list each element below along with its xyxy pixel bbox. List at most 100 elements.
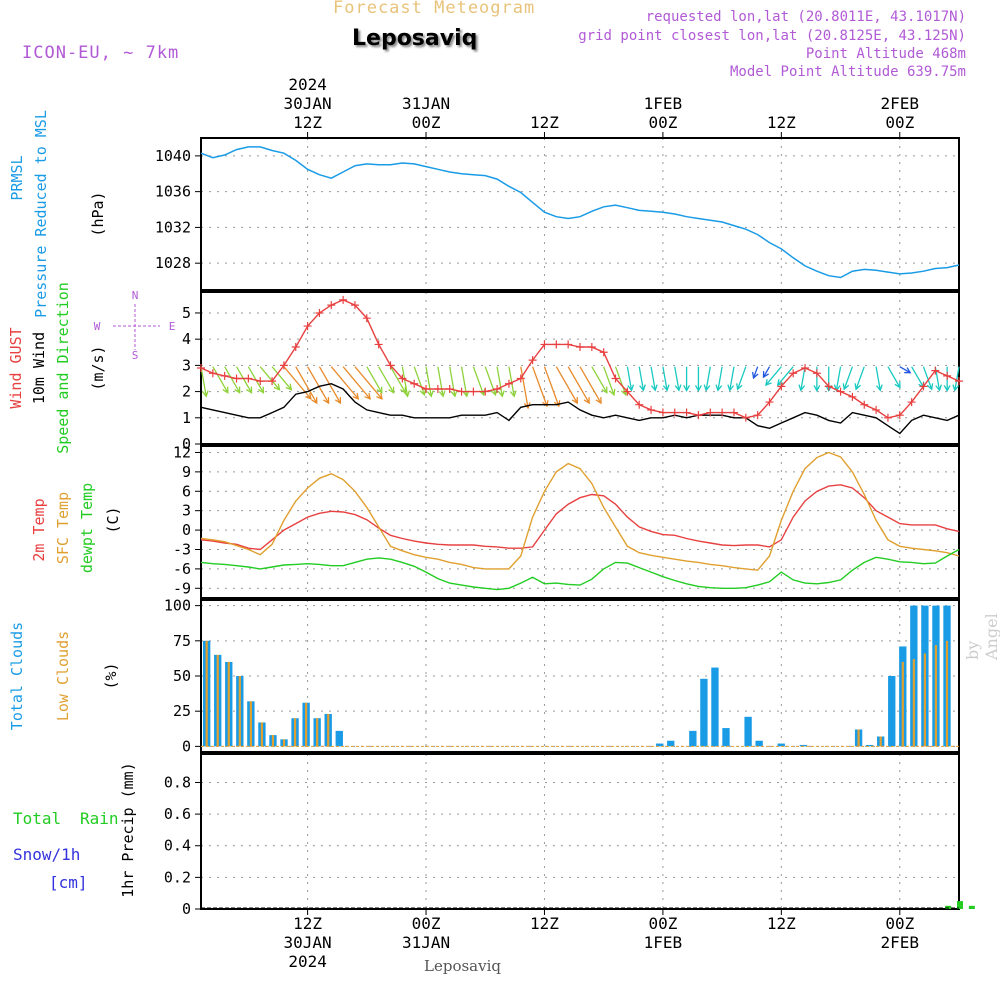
bar-low-clouds-4	[249, 701, 252, 747]
model-altitude: Model Point Altitude 639.75m	[729, 64, 966, 80]
wind-barb-head-48	[762, 371, 769, 379]
time-label-bottom-0-1: 30JAN	[284, 933, 332, 952]
bar-rain-63	[945, 905, 952, 909]
gust-marker-34	[599, 348, 608, 357]
ytick-label-precip-3: 0.6	[164, 805, 191, 823]
gust-marker-19	[422, 384, 431, 393]
wind-barb-57	[875, 366, 881, 391]
bar-low-clouds-2	[227, 661, 230, 747]
series-wind-line	[200, 382, 960, 435]
time-label-bottom-1-1: 31JAN	[402, 933, 450, 952]
wind-barb-2	[224, 366, 241, 393]
ytick-label-pressure-1: 1032	[155, 218, 191, 236]
wind-barb-head-43	[703, 384, 711, 392]
time-label-top-3-0: 1FEB	[644, 94, 683, 113]
compass-cross	[113, 304, 160, 350]
requested-coords: requested lon,lat (20.8011E, 43.1017N)	[645, 9, 966, 25]
wind-barb-26	[508, 366, 515, 397]
gust-marker-61	[919, 382, 928, 391]
wind-barb-head-56	[854, 383, 861, 391]
bar-total-clouds-44	[689, 730, 697, 747]
bar-total-clouds-62	[888, 676, 896, 747]
wind-barb-15	[378, 366, 395, 393]
bar-total-clouds-54	[799, 744, 808, 747]
bar-low-clouds-7	[282, 739, 286, 747]
wind-barb-head-36	[627, 384, 635, 392]
wind-barb-64	[954, 366, 960, 391]
gust-marker-50	[789, 369, 798, 378]
wind-barb-head-15	[388, 386, 395, 394]
bar-total-clouds-41	[656, 743, 664, 747]
ytick-label-clouds-1: 25	[173, 702, 191, 720]
wind-barb-13	[354, 366, 383, 400]
wind-barb-head-3	[246, 386, 253, 394]
wind-barb-head-34	[609, 388, 616, 397]
gust-marker-45	[729, 408, 738, 417]
wind-barb-head-9	[323, 397, 330, 405]
gust-marker-49	[777, 382, 786, 391]
wind-barb-head-31	[583, 397, 590, 405]
gust-marker-41	[682, 408, 691, 417]
wind-barb-head-58	[894, 381, 901, 389]
gust-marker-57	[872, 405, 881, 414]
wind-barb-30	[555, 366, 578, 404]
ytick-label-clouds-4: 100	[164, 597, 191, 615]
time-label-top-0-0: 2024	[288, 75, 327, 94]
wind-barb-35	[614, 366, 627, 396]
gust-marker-1	[208, 369, 217, 378]
bar-low-clouds-64	[912, 659, 915, 747]
wind-barb-32	[579, 366, 602, 404]
gust-marker-39	[658, 408, 667, 417]
label-speed-direction: Speed and Direction	[54, 282, 72, 454]
ytick-label-clouds-3: 75	[173, 632, 191, 650]
bar-low-clouds-3	[238, 676, 241, 747]
wind-barb-head-12	[364, 392, 371, 400]
gust-marker-33	[587, 343, 596, 352]
panel-frame-precip	[200, 753, 960, 910]
bar-rain-64	[957, 901, 963, 909]
gust-marker-52	[812, 369, 821, 378]
ytick-label-precip-2: 0.4	[164, 837, 191, 855]
bar-low-clouds-63	[901, 661, 904, 747]
gust-marker-55	[848, 392, 857, 401]
gust-marker-62	[931, 366, 940, 375]
wind-barb-head-13	[376, 392, 383, 400]
wind-barb-head-41	[683, 385, 691, 393]
gust-marker-30	[552, 340, 561, 349]
wind-barb-head-39	[662, 384, 670, 392]
compass-s: S	[132, 349, 139, 362]
legend-snow: Snow/1h	[13, 845, 80, 864]
gust-marker-9	[303, 322, 312, 331]
wind-barb-20	[437, 366, 444, 397]
time-label-top-1-0: 31JAN	[402, 94, 450, 113]
ytick-label-temp-3: 0	[182, 521, 191, 539]
gust-marker-47	[753, 411, 762, 420]
ytick-label-wind-3: 3	[182, 356, 191, 374]
gust-marker-16	[386, 361, 395, 370]
wind-barb-head-18	[419, 388, 426, 397]
bar-low-clouds-5	[260, 722, 264, 747]
wind-barb-56	[855, 366, 865, 390]
ytick-label-pressure-3: 1040	[155, 147, 191, 165]
ytick-label-temp-0: -9	[173, 579, 191, 597]
wind-barb-61	[922, 366, 933, 390]
wind-barb-16	[389, 366, 407, 393]
wind-barb-12	[342, 366, 371, 400]
panel-frame-clouds	[200, 599, 960, 753]
ytick-label-temp-6: 9	[182, 463, 191, 481]
label-10m-wind: 10m Wind	[30, 332, 48, 404]
legend-rain: Rain	[80, 809, 119, 828]
wind-barb-head-57	[876, 384, 883, 392]
wind-barb-54	[835, 366, 842, 391]
wind-barb-head-19	[426, 390, 434, 398]
gust-marker-51	[801, 364, 810, 372]
wind-barb-head-29	[553, 400, 561, 408]
wind-barb-5	[259, 366, 281, 391]
gust-marker-3	[232, 374, 241, 383]
panel-frame-wind	[200, 291, 960, 445]
wind-barb-head-30	[571, 397, 578, 405]
wind-barb-49	[765, 366, 782, 386]
wind-barb-33	[591, 366, 608, 393]
bar-low-clouds-65	[923, 653, 926, 747]
